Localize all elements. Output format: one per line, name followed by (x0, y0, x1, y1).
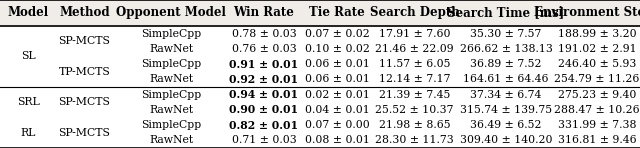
Text: 11.57 ± 6.05: 11.57 ± 6.05 (379, 59, 451, 69)
Text: SRL: SRL (17, 97, 40, 107)
Text: 188.99 ± 3.20: 188.99 ± 3.20 (557, 29, 636, 38)
Text: 0.08 ± 0.01: 0.08 ± 0.01 (305, 135, 369, 145)
Text: 0.94 ± 0.01: 0.94 ± 0.01 (229, 89, 299, 100)
Text: SimpleCpp: SimpleCpp (141, 90, 201, 100)
Text: Method: Method (59, 7, 110, 19)
Text: Model: Model (8, 7, 49, 19)
Text: Opponent Model: Opponent Model (116, 7, 226, 19)
Text: 0.06 ± 0.01: 0.06 ± 0.01 (305, 74, 369, 84)
Text: 0.90 ± 0.01: 0.90 ± 0.01 (229, 104, 299, 115)
Text: 316.81 ± 9.46: 316.81 ± 9.46 (557, 135, 636, 145)
Text: SimpleCpp: SimpleCpp (141, 59, 201, 69)
Text: 0.07 ± 0.02: 0.07 ± 0.02 (305, 29, 369, 38)
Text: 36.49 ± 6.52: 36.49 ± 6.52 (470, 120, 541, 130)
Text: 246.40 ± 5.93: 246.40 ± 5.93 (558, 59, 636, 69)
Text: RawNet: RawNet (149, 105, 193, 115)
Text: 288.47 ± 10.26: 288.47 ± 10.26 (554, 105, 640, 115)
Text: TP-MCTS: TP-MCTS (59, 67, 110, 77)
Text: SimpleCpp: SimpleCpp (141, 29, 201, 38)
Text: 275.23 ± 9.40: 275.23 ± 9.40 (558, 90, 636, 100)
Text: SimpleCpp: SimpleCpp (141, 120, 201, 130)
Text: 12.14 ± 7.17: 12.14 ± 7.17 (379, 74, 451, 84)
Text: 0.06 ± 0.01: 0.06 ± 0.01 (305, 59, 369, 69)
Text: 0.78 ± 0.03: 0.78 ± 0.03 (232, 29, 296, 38)
Text: 0.71 ± 0.03: 0.71 ± 0.03 (232, 135, 296, 145)
Text: RL: RL (20, 128, 36, 138)
Text: Search Time [ms]: Search Time [ms] (447, 7, 564, 19)
Text: 35.30 ± 7.57: 35.30 ± 7.57 (470, 29, 541, 38)
Text: 17.91 ± 7.60: 17.91 ± 7.60 (379, 29, 451, 38)
Text: 315.74 ± 139.75: 315.74 ± 139.75 (460, 105, 552, 115)
Text: 0.04 ± 0.01: 0.04 ± 0.01 (305, 105, 369, 115)
Bar (0, 0, 640, 26)
Text: Win Rate: Win Rate (234, 7, 294, 19)
Text: 28.30 ± 11.73: 28.30 ± 11.73 (375, 135, 454, 145)
Text: Environment Steps: Environment Steps (534, 7, 640, 19)
Text: SP-MCTS: SP-MCTS (59, 97, 111, 107)
Text: 0.76 ± 0.03: 0.76 ± 0.03 (232, 44, 296, 54)
Text: RawNet: RawNet (149, 74, 193, 84)
Text: RawNet: RawNet (149, 135, 193, 145)
Text: 21.98 ± 8.65: 21.98 ± 8.65 (379, 120, 451, 130)
Text: 21.46 ± 22.09: 21.46 ± 22.09 (375, 44, 454, 54)
Text: 21.39 ± 7.45: 21.39 ± 7.45 (379, 90, 450, 100)
Text: 191.02 ± 2.91: 191.02 ± 2.91 (557, 44, 636, 54)
Text: 25.52 ± 10.37: 25.52 ± 10.37 (375, 105, 454, 115)
Text: 36.89 ± 7.52: 36.89 ± 7.52 (470, 59, 541, 69)
Text: 254.79 ± 11.26: 254.79 ± 11.26 (554, 74, 640, 84)
Text: 266.62 ± 138.13: 266.62 ± 138.13 (460, 44, 552, 54)
Text: Search Depth: Search Depth (370, 7, 460, 19)
Text: 0.82 ± 0.01: 0.82 ± 0.01 (229, 120, 299, 131)
Text: 0.92 ± 0.01: 0.92 ± 0.01 (229, 74, 299, 85)
Text: 164.61 ± 64.46: 164.61 ± 64.46 (463, 74, 548, 84)
Text: RawNet: RawNet (149, 44, 193, 54)
Text: 0.10 ± 0.02: 0.10 ± 0.02 (305, 44, 369, 54)
Text: 331.99 ± 7.38: 331.99 ± 7.38 (557, 120, 636, 130)
Text: SP-MCTS: SP-MCTS (59, 36, 111, 46)
Text: Tie Rate: Tie Rate (309, 7, 365, 19)
Text: 0.07 ± 0.00: 0.07 ± 0.00 (305, 120, 369, 130)
Text: SP-MCTS: SP-MCTS (59, 128, 111, 138)
Text: SL: SL (20, 51, 35, 61)
Text: 0.91 ± 0.01: 0.91 ± 0.01 (229, 59, 299, 70)
Text: 309.40 ± 140.20: 309.40 ± 140.20 (460, 135, 552, 145)
Text: 0.02 ± 0.01: 0.02 ± 0.01 (305, 90, 369, 100)
Text: 37.34 ± 6.74: 37.34 ± 6.74 (470, 90, 541, 100)
